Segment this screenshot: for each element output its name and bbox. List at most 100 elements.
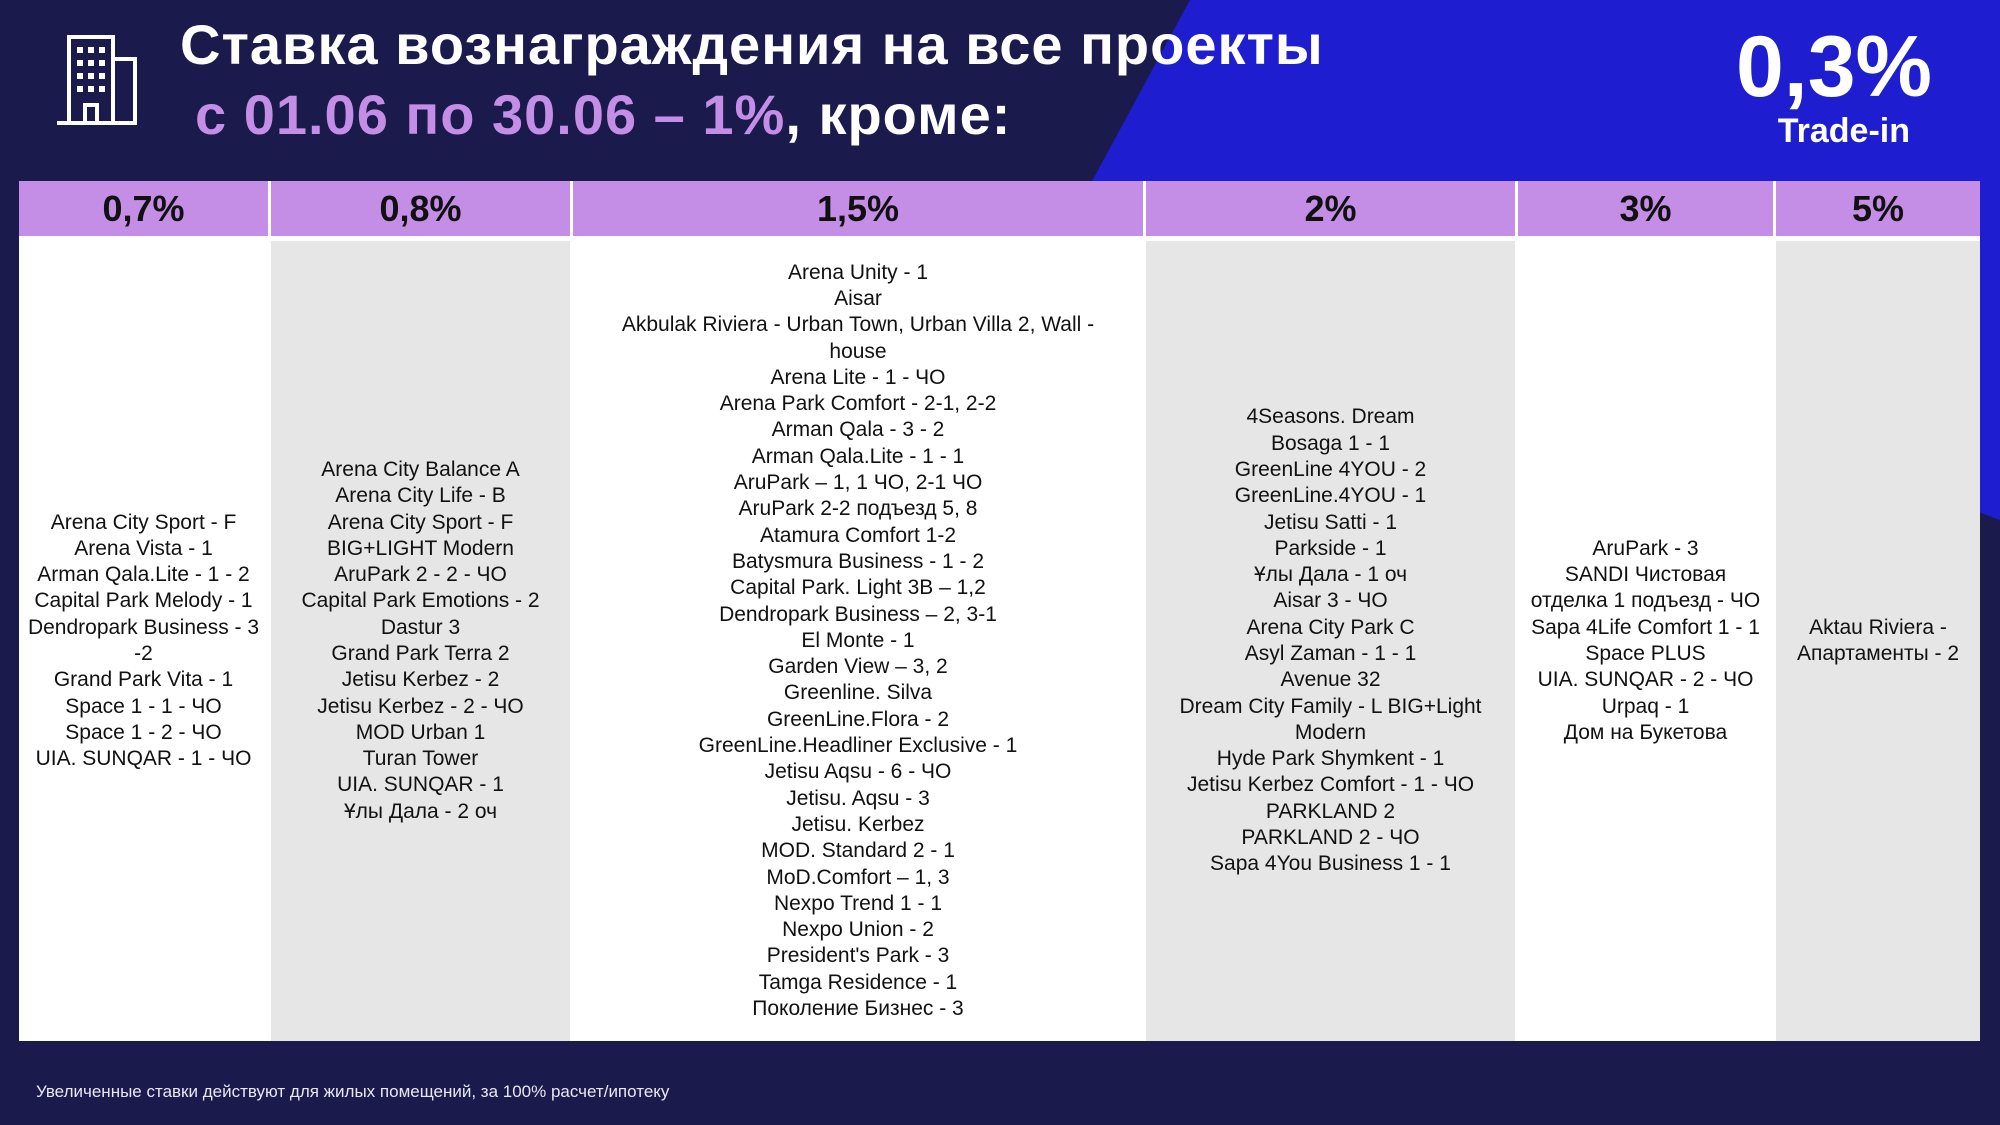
- project-item: 4Seasons. Dream: [1246, 405, 1415, 429]
- project-item: BIG+LIGHT Modern: [327, 536, 514, 560]
- project-item: Garden View – 3, 2: [768, 655, 948, 679]
- project-item: Capital Park. Light 3B – 1,2: [730, 576, 986, 600]
- project-item: Jetisu. Aqsu - 3: [786, 786, 930, 810]
- project-item: PARKLAND 2 - ЧО: [1241, 826, 1420, 850]
- rate-header: 2%: [1146, 181, 1518, 241]
- project-item: Dastur 3: [380, 615, 461, 639]
- project-item: Jetisu Satti - 1: [1263, 510, 1398, 534]
- project-list: 4Seasons. Dream Bosaga 1 - 1 GreenLine 4YO…: [1146, 241, 1518, 1041]
- project-item: Batysmura Business - 1 - 2: [731, 549, 985, 573]
- project-item: Space 1 - 1 - ЧО: [65, 694, 222, 718]
- project-item: El Monte - 1: [801, 628, 915, 652]
- project-item: Grand Park Terra 2: [331, 642, 510, 665]
- project-item: Turan Tower: [362, 747, 479, 771]
- project-item: Ұлы Дала - 2 оч: [343, 799, 498, 823]
- project-item: Aisar 3 - ЧО: [1273, 589, 1388, 613]
- project-item: GreenLine 4YOU - 2: [1234, 457, 1427, 481]
- project-item: Arena City Life - B: [335, 484, 506, 508]
- project-item: Aktau Riviera - Апартаменты - 2: [1796, 615, 1960, 665]
- project-item: Jetisu. Kerbez: [791, 812, 925, 836]
- project-item: Arena City Park C: [1246, 615, 1415, 639]
- rate-column-2: 2% 4Seasons. Dream Bosaga 1 - 1 GreenLine …: [1146, 181, 1518, 1041]
- project-item: Space PLUS: [1585, 642, 1706, 665]
- project-item: MOD Urban 1: [355, 720, 486, 744]
- rate-column-3: 3% AruPark - 3 SANDI Чистовая отделка 1 п…: [1518, 181, 1776, 1041]
- project-item: Arman Qala.Lite - 1 - 1: [751, 444, 965, 468]
- project-item: Jetisu Kerbez - 2: [341, 668, 500, 692]
- header: Ставка вознаграждения на все проекты с 0…: [0, 0, 2000, 180]
- project-item: Arman Qala - 3 - 2: [771, 418, 945, 442]
- project-item: Arena Unity - 1: [787, 260, 929, 284]
- project-item: Parkside - 1: [1274, 536, 1387, 560]
- project-item: Atamura Comfort 1-2: [759, 523, 957, 547]
- project-item: Dream City Family - L BIG+Light Modern: [1179, 694, 1482, 744]
- project-item: Nexpo Union - 2: [782, 918, 934, 942]
- project-item: Dendropark Business - 3 -2: [27, 615, 260, 665]
- project-item: Dendropark Business – 2, 3-1: [719, 602, 997, 626]
- project-item: Nexpo Trend 1 - 1: [773, 891, 943, 915]
- project-item: MoD.Comfort – 1, 3: [766, 865, 950, 889]
- project-item: PARKLAND 2: [1265, 799, 1396, 823]
- project-item: Capital Park Emotions - 2: [301, 589, 540, 613]
- rate-header: 0,7%: [19, 181, 271, 241]
- rate-header: 0,8%: [271, 181, 573, 241]
- title-period-highlight: с 01.06 по 30.06 – 1%: [195, 83, 786, 146]
- project-list: Aktau Riviera - Апартаменты - 2: [1776, 241, 1980, 1041]
- project-item: Jetisu Aqsu - 6 - ЧО: [764, 760, 952, 784]
- project-item: Arena City Balance A: [321, 457, 520, 481]
- project-list: AruPark - 3 SANDI Чистовая отделка 1 подъ…: [1518, 241, 1776, 1041]
- project-item: GreenLine.4YOU - 1: [1234, 484, 1427, 508]
- rate-header: 1,5%: [573, 181, 1146, 241]
- project-item: AruPark – 1, 1 ЧО, 2-1 ЧО: [733, 471, 983, 495]
- project-item: UIA. SUNQAR - 1: [337, 773, 504, 797]
- page-title-line1: Ставка вознаграждения на все проекты: [180, 13, 1324, 76]
- title-except: , кроме:: [785, 83, 1012, 146]
- project-item: Greenline. Silva: [783, 681, 933, 705]
- rate-column-0-8: 0,8% Arena City Balance A Arena City Life…: [271, 181, 573, 1041]
- project-item: Tamga Residence - 1: [758, 970, 958, 994]
- project-item: Arena City Sport - F: [327, 510, 514, 534]
- project-item: Arman Qala.Lite - 1 - 2: [37, 563, 250, 587]
- building-icon: [57, 35, 137, 125]
- project-item: Bosaga 1 - 1: [1270, 431, 1391, 455]
- footnote: Увеличенные ставки действуют для жилых п…: [36, 1082, 670, 1101]
- page-title-line2: с 01.06 по 30.06 – 1%, кроме:: [195, 82, 1011, 147]
- project-item: AruPark 2 - 2 - ЧО: [334, 563, 507, 587]
- project-item: GreenLine.Headliner Exclusive - 1: [698, 734, 1018, 758]
- project-item: AruPark 2-2 подъезд 5, 8: [738, 497, 978, 521]
- project-item: Arena Vista - 1: [74, 536, 213, 560]
- project-item: GreenLine.Flora - 2: [766, 707, 950, 731]
- project-item: Arena Lite - 1 - ЧО: [770, 365, 946, 389]
- tradein-rate: 0,3%: [1735, 19, 1932, 115]
- project-item: Hyde Park Shymkent - 1: [1216, 747, 1445, 771]
- project-item: Sapa 4Life Comfort 1 - 1: [1531, 615, 1760, 639]
- project-item: Поколение Бизнес - 3: [752, 997, 964, 1020]
- project-item: Ұлы Дала - 1 оч: [1253, 563, 1408, 587]
- project-item: Aisar: [834, 286, 882, 310]
- project-item: Avenue 32: [1280, 668, 1381, 692]
- project-item: Дом на Букетова: [1563, 720, 1728, 744]
- project-item: Arena Park Comfort - 2-1, 2-2: [719, 392, 997, 416]
- project-item: Jetisu Kerbez - 2 - ЧО: [317, 694, 524, 718]
- project-item: MOD. Standard 2 - 1: [761, 839, 955, 863]
- project-item: UIA. SUNQAR - 1 - ЧО: [35, 747, 252, 771]
- project-item: Grand Park Vita - 1: [53, 668, 234, 692]
- project-item: Asyl Zaman - 1 - 1: [1244, 642, 1417, 665]
- project-item: AruPark - 3: [1592, 536, 1699, 560]
- project-item: Capital Park Melody - 1: [34, 589, 253, 613]
- project-item: Akbulak Riviera - Urban Town, Urban Vill…: [621, 313, 1095, 363]
- project-item: Urpaq - 1: [1601, 694, 1690, 718]
- rate-header: 5%: [1776, 181, 1980, 241]
- project-item: Space 1 - 2 - ЧО: [65, 720, 222, 744]
- project-item: SANDI Чистовая отделка 1 подъезд - ЧО: [1530, 563, 1761, 613]
- project-list: Arena Unity - 1 Aisar Akbulak Riviera - Ur…: [573, 241, 1146, 1041]
- rate-header: 3%: [1518, 181, 1776, 241]
- project-item: President's Park - 3: [766, 944, 950, 968]
- project-item: Sapa 4You Business 1 - 1: [1210, 852, 1451, 876]
- rate-column-1-5: 1,5% Arena Unity - 1 Aisar Akbulak Riviera…: [573, 181, 1146, 1041]
- project-item: Arena City Sport - F: [50, 510, 237, 534]
- rates-table: 0,7% Arena City Sport - F Arena Vista - 1…: [19, 181, 1980, 1041]
- project-list: Arena City Sport - F Arena Vista - 1 Arman…: [19, 241, 271, 1041]
- project-item: Jetisu Kerbez Comfort - 1 - ЧО: [1186, 773, 1475, 797]
